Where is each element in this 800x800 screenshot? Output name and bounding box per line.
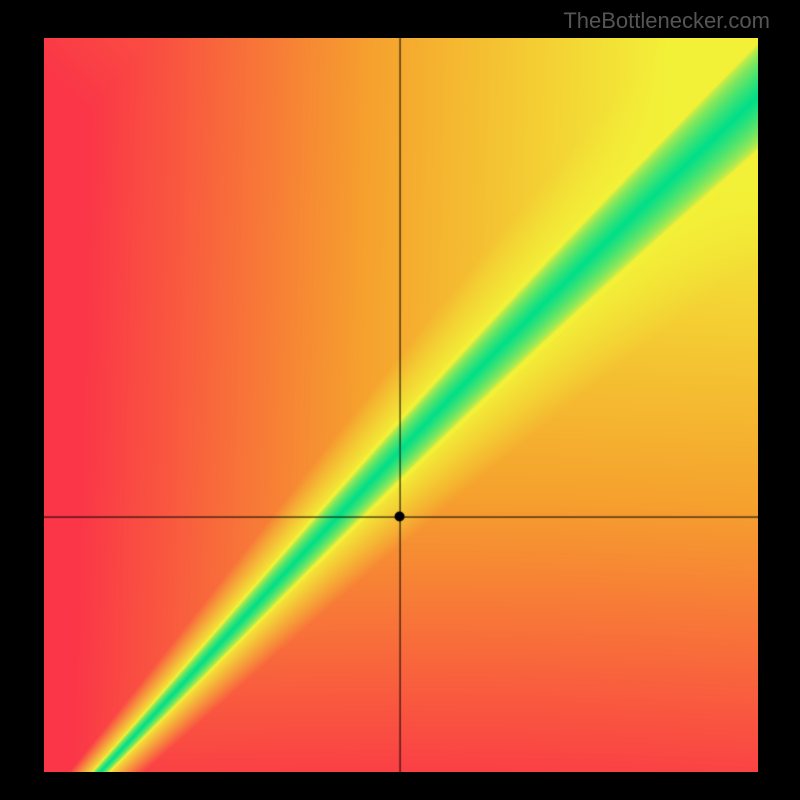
chart-container: TheBottlenecker.com xyxy=(0,0,800,800)
bottleneck-heatmap xyxy=(44,38,758,772)
watermark-text: TheBottlenecker.com xyxy=(563,8,770,34)
